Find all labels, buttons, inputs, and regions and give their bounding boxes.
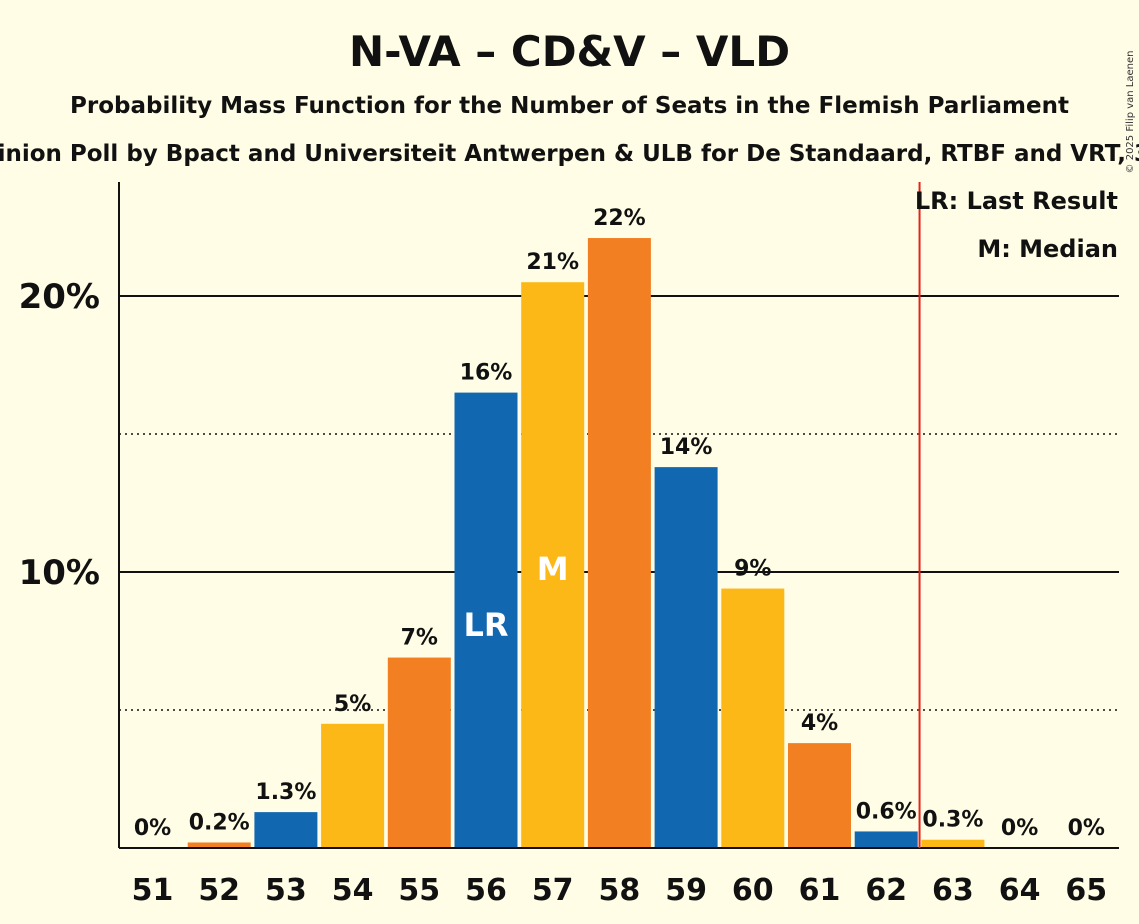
x-tick-59: 59 [665,873,707,908]
data-label-52: 0.2% [189,810,250,835]
chart-subtitle: Probability Mass Function for the Number… [70,93,1069,119]
y-tick-label: 20% [19,277,100,317]
x-tick-62: 62 [865,873,907,908]
data-label-56: 16% [460,361,513,386]
x-tick-65: 65 [1065,873,1107,908]
data-label-64: 0% [1001,816,1038,841]
chart-source: Opinion Poll by Bpact and Universiteit A… [0,141,1139,167]
x-tick-57: 57 [532,873,574,908]
data-label-60: 9% [734,557,771,582]
x-tick-64: 64 [999,873,1041,908]
chart-title: N-VA – CD&V – VLD [349,27,790,76]
bar-58 [587,238,651,849]
copyright-note: © 2025 Filip van Laenen [1125,51,1136,174]
last-result-marker: LR [463,606,508,644]
legend-median: M: Median [977,235,1118,263]
data-label-55: 7% [401,626,438,651]
bar-59 [654,467,718,848]
x-tick-56: 56 [465,873,507,908]
data-label-58: 22% [593,206,646,231]
bar-63 [921,839,985,848]
x-tick-52: 52 [198,873,240,908]
data-label-63: 0.3% [922,808,983,833]
data-label-65: 0% [1068,816,1105,841]
bars [187,238,985,849]
data-label-62: 0.6% [856,799,917,824]
data-label-53: 1.3% [255,780,316,805]
x-tick-53: 53 [265,873,307,908]
bar-54 [321,723,385,848]
y-tick-label: 10% [19,553,100,593]
median-marker: M [537,550,569,588]
x-tick-51: 51 [132,873,174,908]
bar-62 [854,831,918,848]
data-label-61: 4% [801,711,838,736]
data-label-54: 5% [334,692,371,717]
bar-61 [788,743,851,848]
data-label-51: 0% [134,816,171,841]
x-tick-61: 61 [799,873,841,908]
bar-56 [454,392,518,848]
bar-57 [521,282,585,848]
value-labels: 0% 0.2%1.3% 5% 7% 16% 21% 22% 14% 9% 4% 0.6% 0.3% 0%… [134,206,1105,841]
data-label-59: 14% [660,435,713,460]
x-tick-labels: 51 52 53 54 55 56 57 58 59 60 61 62 63 64 65 [132,873,1108,908]
data-label-57: 21% [526,250,579,275]
bar-52 [187,842,251,848]
x-tick-55: 55 [398,873,440,908]
x-tick-58: 58 [599,873,641,908]
x-tick-54: 54 [332,873,374,908]
x-tick-60: 60 [732,873,774,908]
bar-60 [721,588,785,848]
bar-53 [254,812,318,848]
y-tick-labels: 10% 20% [19,277,100,593]
legend-last-result: LR: Last Result [915,187,1118,215]
x-tick-63: 63 [932,873,974,908]
bar-55 [387,657,451,848]
